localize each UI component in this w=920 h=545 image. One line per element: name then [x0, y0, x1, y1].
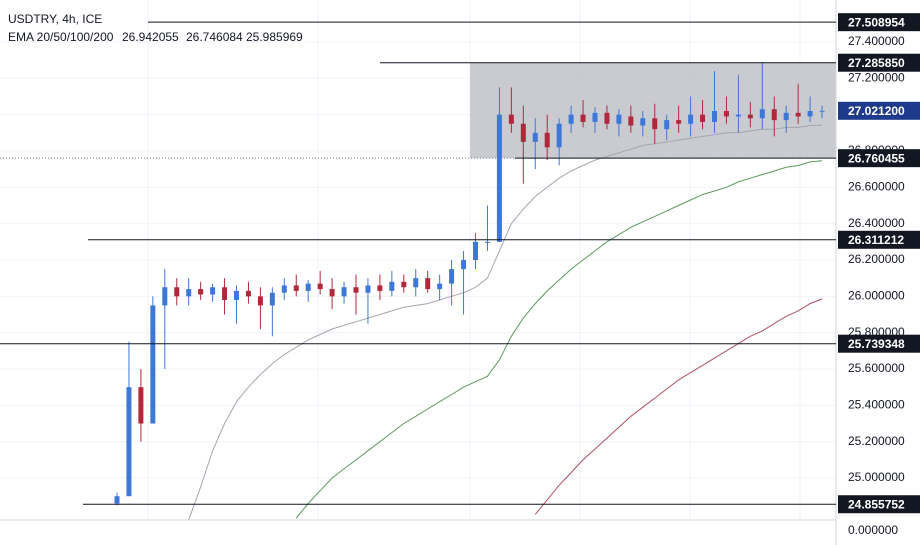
candle-body — [234, 290, 239, 300]
candle-body — [688, 114, 694, 124]
level-box — [838, 53, 920, 72]
candle-body — [676, 120, 682, 124]
candle-body — [174, 287, 180, 297]
candle-body — [556, 123, 562, 148]
candle-body — [305, 283, 311, 291]
plot-area — [0, 61, 836, 520]
y-tick-label: 26.000000 — [848, 289, 905, 303]
candle-body — [389, 281, 395, 291]
candle-body — [484, 241, 490, 243]
candle-body — [664, 120, 670, 130]
candle-body — [807, 111, 813, 117]
level-box — [838, 334, 920, 353]
candle-body — [341, 287, 347, 297]
candle-body — [616, 114, 622, 124]
legend-value: 26.942055 — [122, 30, 179, 44]
candle-body — [771, 109, 777, 121]
candle-body — [652, 118, 658, 130]
candle-body — [353, 287, 359, 293]
last-price-box — [838, 101, 920, 120]
candle-body — [700, 114, 706, 122]
candle-body — [401, 281, 407, 288]
ema-line — [295, 160, 823, 519]
candle-body — [245, 290, 251, 297]
candle-body — [604, 112, 610, 124]
candle-body — [329, 289, 335, 297]
candle-body — [413, 278, 419, 288]
y-tick-label: 25.200000 — [848, 434, 905, 448]
candle-body — [126, 387, 132, 497]
candle-body — [317, 283, 323, 290]
y-tick-label: 25.600000 — [848, 361, 905, 375]
level-box — [838, 149, 920, 168]
level-box — [838, 495, 920, 514]
y-tick-label: 25.000000 — [848, 470, 905, 484]
y-tick-label: 27.400000 — [848, 34, 905, 48]
candle-body — [162, 287, 168, 306]
candle-body — [544, 132, 550, 148]
candle-body — [210, 287, 216, 295]
candle-body — [819, 110, 825, 112]
candle-body — [723, 111, 729, 117]
candle-body — [568, 114, 574, 124]
candle-body — [747, 114, 753, 119]
candle-body — [222, 287, 228, 300]
level-label: 27.508954 — [848, 15, 905, 29]
candle-body — [783, 112, 789, 121]
candle-body — [759, 109, 765, 119]
candle-body — [186, 289, 192, 297]
level-box — [838, 230, 920, 249]
candle-body — [461, 260, 467, 270]
legend-value: 25.985969 — [246, 30, 303, 44]
y-tick-label: 26.400000 — [848, 216, 905, 230]
scale-bottom-label: 0.000000 — [848, 523, 898, 537]
candle-body — [425, 278, 431, 290]
y-tick-label: 27.200000 — [848, 70, 905, 84]
indicator-label: EMA 20/50/100/200 — [8, 30, 114, 44]
y-tick-label: 26.200000 — [848, 252, 905, 266]
level-label: 26.311212 — [848, 233, 904, 247]
ema-line — [188, 124, 823, 520]
legend-value: 26.746084 — [186, 30, 243, 44]
level-label: 24.855752 — [848, 497, 905, 511]
candle-body — [138, 387, 144, 424]
candle-body — [198, 289, 204, 295]
candle-body — [712, 111, 717, 122]
candle-body — [365, 285, 371, 293]
candle-body — [293, 285, 299, 291]
candle-body — [449, 269, 455, 284]
ema-line — [534, 298, 823, 515]
level-label: 26.760455 — [848, 151, 905, 165]
candle-body — [377, 285, 383, 291]
level-label: 25.739348 — [848, 337, 905, 351]
candle-body — [795, 112, 801, 117]
y-tick-label: 25.400000 — [848, 398, 905, 412]
candle-body — [520, 123, 526, 142]
candle-body — [496, 114, 502, 242]
candle-body — [735, 114, 741, 117]
level-box — [838, 13, 920, 32]
candle-body — [114, 496, 120, 504]
candle-body — [257, 296, 263, 306]
candle-body — [532, 132, 538, 142]
last-price-label: 27.021200 — [848, 104, 905, 118]
y-tick-label: 26.600000 — [848, 179, 905, 193]
candle-body — [281, 285, 287, 293]
candle-body — [437, 283, 443, 290]
candle-body — [592, 112, 598, 122]
candle-body — [269, 292, 275, 306]
candle-body — [628, 116, 634, 126]
level-label: 27.285850 — [848, 56, 905, 70]
candle-body — [580, 114, 586, 122]
candle-body — [473, 241, 478, 260]
candle-body — [640, 118, 646, 126]
candle-body — [150, 305, 156, 424]
candle-body — [508, 114, 514, 124]
chart-title: USDTRY, 4h, ICE — [8, 12, 102, 26]
